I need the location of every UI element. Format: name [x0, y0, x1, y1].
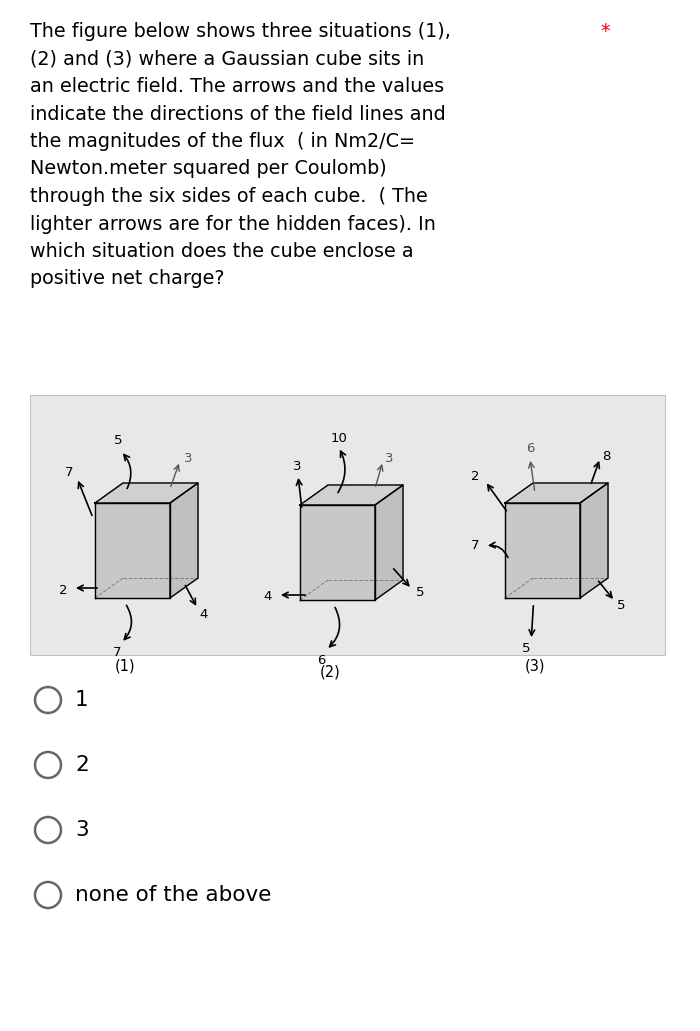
Text: 3: 3	[183, 453, 192, 466]
Text: 3: 3	[75, 820, 89, 840]
Text: Newton.meter squared per Coulomb): Newton.meter squared per Coulomb)	[30, 160, 386, 178]
Text: none of the above: none of the above	[75, 885, 272, 905]
Text: 4: 4	[264, 591, 272, 603]
Text: 5: 5	[416, 587, 424, 599]
Text: 1: 1	[75, 690, 89, 710]
Text: 7: 7	[113, 645, 122, 659]
Text: 5: 5	[617, 599, 625, 611]
Text: through the six sides of each cube.  ( The: through the six sides of each cube. ( Th…	[30, 187, 428, 206]
Text: 7: 7	[64, 466, 73, 479]
Polygon shape	[300, 505, 375, 600]
Text: positive net charge?: positive net charge?	[30, 269, 225, 289]
Text: 2: 2	[59, 584, 67, 597]
Text: the magnitudes of the flux  ( in Nm2/C=: the magnitudes of the flux ( in Nm2/C=	[30, 132, 415, 151]
Text: lighter arrows are for the hidden faces). In: lighter arrows are for the hidden faces)…	[30, 214, 436, 233]
Polygon shape	[170, 483, 198, 598]
Polygon shape	[95, 483, 198, 503]
Text: 2: 2	[470, 470, 479, 484]
Text: 6: 6	[526, 442, 534, 456]
Polygon shape	[505, 503, 580, 598]
Polygon shape	[580, 483, 608, 598]
Text: 3: 3	[293, 461, 301, 473]
Text: The figure below shows three situations (1),: The figure below shows three situations …	[30, 22, 457, 41]
Text: an electric field. The arrows and the values: an electric field. The arrows and the va…	[30, 77, 444, 96]
Text: *: *	[600, 22, 610, 41]
Text: 10: 10	[330, 432, 347, 445]
Text: 5: 5	[113, 434, 122, 447]
Text: (2) and (3) where a Gaussian cube sits in: (2) and (3) where a Gaussian cube sits i…	[30, 49, 424, 68]
Text: (2): (2)	[320, 665, 340, 679]
Text: (3): (3)	[525, 659, 545, 673]
Text: 3: 3	[385, 453, 393, 466]
Polygon shape	[300, 485, 403, 505]
Text: 2: 2	[75, 755, 89, 775]
Text: which situation does the cube enclose a: which situation does the cube enclose a	[30, 242, 414, 261]
Text: (1): (1)	[115, 659, 135, 673]
Bar	[30, 395, 665, 655]
Polygon shape	[375, 485, 403, 600]
Polygon shape	[95, 503, 170, 598]
Polygon shape	[505, 483, 608, 503]
Text: 8: 8	[602, 450, 610, 463]
Text: indicate the directions of the field lines and: indicate the directions of the field lin…	[30, 104, 446, 124]
Text: 5: 5	[522, 641, 531, 655]
Text: 4: 4	[199, 608, 208, 621]
Text: 6: 6	[317, 654, 326, 666]
Text: 7: 7	[470, 539, 479, 553]
